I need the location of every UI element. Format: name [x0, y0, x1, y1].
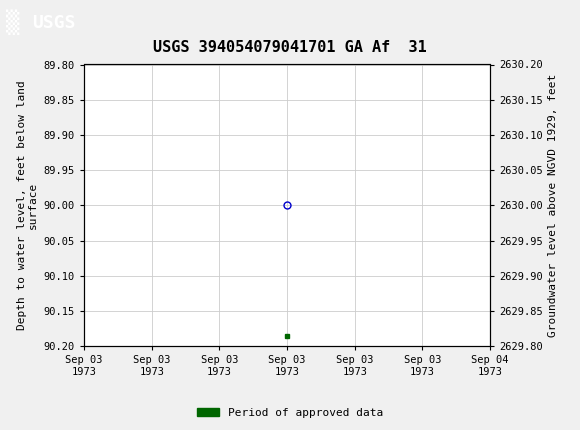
Legend: Period of approved data: Period of approved data [193, 403, 387, 422]
Text: ▒: ▒ [6, 10, 19, 35]
Y-axis label: Groundwater level above NGVD 1929, feet: Groundwater level above NGVD 1929, feet [549, 74, 559, 337]
Text: USGS: USGS [32, 14, 75, 31]
Y-axis label: Depth to water level, feet below land
surface: Depth to water level, feet below land su… [17, 80, 38, 330]
Text: USGS 394054079041701 GA Af  31: USGS 394054079041701 GA Af 31 [153, 40, 427, 55]
